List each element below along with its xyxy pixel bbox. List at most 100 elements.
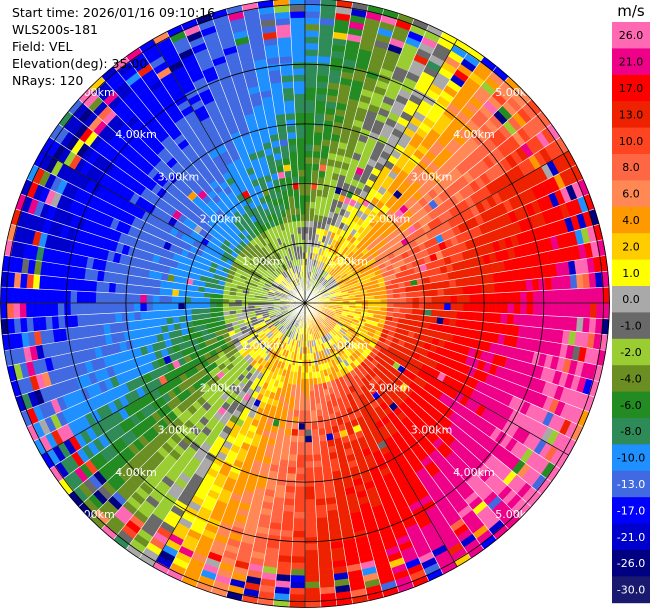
gate-cell [487,312,496,324]
gate-cell [304,549,319,557]
gate-cell [279,536,293,544]
gate-cell [501,292,509,304]
gate-cell [319,157,329,166]
velocity-gates [0,0,610,608]
gate-cell [443,310,451,319]
gate-cell [312,144,322,152]
gate-cell [291,422,299,430]
gate-cell [551,289,559,304]
gate-cell [165,295,173,304]
gate-cell [25,302,33,318]
gate-cell [475,293,483,304]
gate-cell [178,289,186,297]
gate-cell [513,291,521,304]
gate-cell [313,138,323,146]
gate-cell [304,378,310,386]
gate-cell [120,302,128,313]
gate-cell [293,518,306,526]
gate-cell [296,454,306,462]
gate-cell [300,385,306,393]
gate-cell [412,302,420,310]
gate-cell [89,280,98,293]
gate-cell [13,287,21,304]
gate-cell [299,404,306,412]
gate-cell [449,286,458,296]
gate-cell [95,291,103,304]
gate-cell [507,302,515,315]
gate-cell [32,288,40,304]
gate-cell [399,297,407,304]
gate-cell [304,575,320,583]
gate-cell [203,297,211,304]
gate-cell [152,294,160,304]
gate-cell [171,309,180,318]
gate-cell [159,279,168,289]
gate-cell [304,448,314,456]
gate-cell [304,163,313,171]
gate-cell [487,282,496,294]
gate-cell [312,157,321,165]
gate-cell [304,30,320,38]
gate-cell [596,302,604,319]
gate-cell [310,195,317,203]
gate-cell [469,302,477,313]
gate-cell [63,290,71,304]
gate-cell [70,290,78,304]
gate-cell [315,510,328,519]
gate-cell [171,302,179,311]
gate-cell [38,302,46,318]
gate-cell [280,529,294,538]
gate-cell [583,302,591,319]
gate-cell [437,309,445,318]
gate-cell [283,498,295,506]
gate-cell [101,292,109,304]
gate-cell [304,36,320,44]
gate-cell [545,302,553,317]
gate-cell [315,93,328,102]
gate-cell [133,284,142,295]
ray-separator [304,31,444,304]
gate-cell [127,284,135,295]
gate-cell [304,61,318,69]
gate-cell [209,297,217,304]
gate-cell [318,428,327,436]
gate-cell [387,298,395,304]
gate-cell [311,176,319,184]
gate-cell [596,287,604,304]
ray-separator [304,302,610,320]
gate-cell [296,461,306,469]
gate-cell [304,587,321,595]
ray-separator [304,164,577,304]
gate-cell [120,293,128,304]
ray-separator [304,87,521,304]
gate-cell [539,302,547,316]
gate-cell [127,311,135,322]
gate-cell [215,302,223,308]
gate-cell [159,317,168,327]
gate-cell [89,313,98,326]
gate-cell [297,435,306,443]
gate-cell [551,302,559,317]
gate-cell [424,309,432,317]
gate-cell [488,302,496,314]
gate-cell [316,68,330,77]
gate-cell [316,74,330,83]
gate-cell [501,302,509,314]
ray-separator [304,47,472,304]
gate-cell [140,311,148,321]
gate-cell [51,315,60,330]
gate-cell [316,523,330,532]
gate-cell [304,137,314,145]
gate-cell [304,467,315,475]
gate-cell [108,302,116,314]
gate-cell [95,313,104,326]
gate-cell [304,11,321,19]
ray-separator [304,8,385,304]
gate-cell [577,288,585,304]
gate-cell [89,302,97,315]
gate-cell [82,291,90,304]
gate-cell [481,283,489,294]
gate-cell [280,446,290,455]
gate-cell [314,119,325,127]
gate-cell [519,279,527,292]
